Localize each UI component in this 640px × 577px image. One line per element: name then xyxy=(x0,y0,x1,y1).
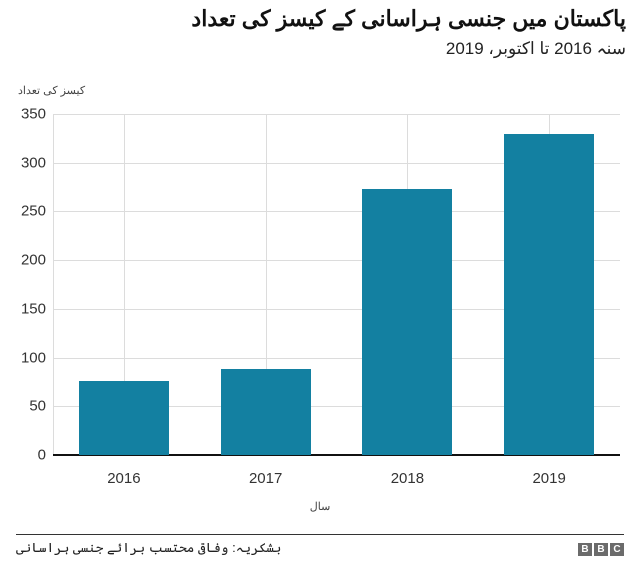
x-tick-label: 2016 xyxy=(107,470,141,487)
gridline-horizontal xyxy=(53,114,620,115)
gridline-horizontal xyxy=(53,162,620,164)
y-tick-label: 0 xyxy=(37,446,46,464)
x-axis-label: سال xyxy=(309,501,331,513)
source-credit: بشکریہ: وفاقی محتسب برائے جنسی ہراسانی xyxy=(16,540,282,555)
x-tick-label: 2019 xyxy=(532,470,566,487)
y-tick-label: 200 xyxy=(20,251,46,269)
chart-subtitle: سنہ 2016 تا اکتوبر، 2019 xyxy=(445,39,626,58)
bbc-logo-letter: B xyxy=(594,543,608,556)
y-tick-label: 300 xyxy=(20,154,46,172)
bar-2016 xyxy=(78,380,169,455)
y-axis-label: کیسز کی تعداد xyxy=(18,85,86,97)
bar-2018 xyxy=(362,189,453,455)
footer-divider xyxy=(16,534,624,535)
gridline-vertical xyxy=(265,114,267,455)
bar-2019 xyxy=(504,133,595,455)
bbc-logo: B B C xyxy=(578,543,624,556)
gridline-horizontal xyxy=(53,260,620,262)
x-tick-label: 2017 xyxy=(248,470,283,487)
bbc-logo-letter: C xyxy=(610,543,624,556)
chart-title: پاکستان میں جنسی ہراسانی کے کیسز کی تعدا… xyxy=(191,6,626,31)
y-tick-label: 350 xyxy=(20,105,46,123)
gridline-vertical xyxy=(53,114,54,455)
bbc-logo-letter: B xyxy=(578,543,592,556)
gridline-horizontal xyxy=(53,406,620,408)
y-tick-label: 50 xyxy=(29,397,46,415)
bar-2017 xyxy=(220,369,311,455)
gridline-vertical xyxy=(123,114,125,455)
y-tick-label: 150 xyxy=(20,300,46,318)
y-tick-label: 100 xyxy=(20,349,46,367)
gridline-horizontal xyxy=(53,357,620,359)
x-tick-label: 2018 xyxy=(390,470,425,487)
gridline-horizontal xyxy=(53,211,620,213)
x-axis-line xyxy=(53,454,620,456)
gridline-horizontal xyxy=(53,308,620,310)
plot-area xyxy=(53,114,620,456)
y-tick-label: 250 xyxy=(20,202,46,220)
